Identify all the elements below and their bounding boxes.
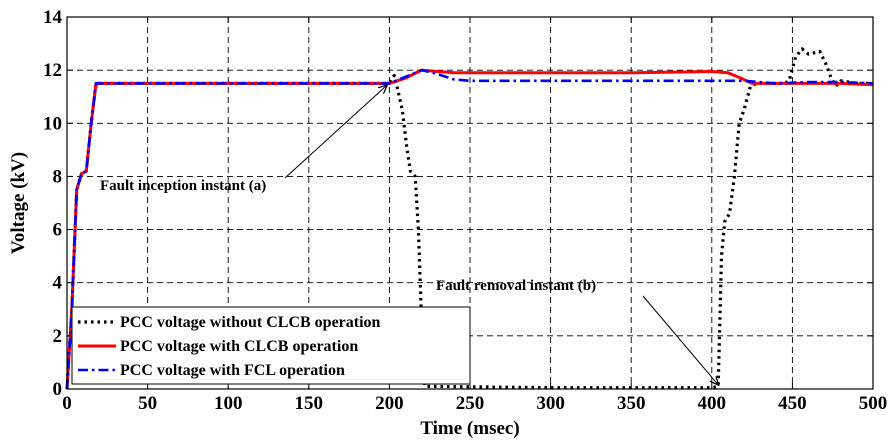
y-tick-label: 14	[43, 7, 63, 28]
x-tick-label: 400	[698, 393, 727, 414]
y-tick-label: 12	[43, 60, 62, 81]
annotation-fault-removal: Fault removal instant (b)	[436, 278, 719, 385]
y-tick-label: 10	[43, 113, 62, 134]
legend-box	[71, 306, 471, 385]
x-tick-label: 0	[62, 393, 72, 414]
x-tick-label: 150	[295, 393, 324, 414]
grid	[67, 17, 873, 389]
annotation-fault-inception-text: Fault inception instant (a)	[100, 178, 266, 194]
x-axis-label: Time (msec)	[420, 418, 519, 439]
y-tick-label: 8	[53, 166, 63, 187]
y-tick-label: 0	[53, 379, 63, 400]
x-tick-label: 350	[617, 393, 646, 414]
annotation-fault-removal-text: Fault removal instant (b)	[436, 278, 596, 294]
x-tick-label: 50	[138, 393, 157, 414]
legend-label-without-clcb: PCC voltage without CLCB operation	[120, 314, 381, 331]
x-tick-label: 500	[859, 393, 888, 414]
annotation-fault-removal-arrow	[642, 295, 719, 385]
series-line-with-fcl	[65, 68, 874, 390]
x-tick-label: 200	[375, 393, 404, 414]
x-tick-label: 100	[214, 393, 243, 414]
y-tick-label: 2	[53, 326, 63, 347]
y-tick-label: 4	[53, 273, 63, 294]
y-tick-label: 6	[53, 220, 63, 241]
y-axis-label: Voltage (kV)	[8, 152, 29, 254]
axis-ticks: 0 50 100 150 200 250 300 350 400 450 500 0 2 4 6 8 10 12 1…	[43, 7, 887, 414]
annotation-fault-inception-arrow	[284, 85, 387, 179]
x-tick-label: 250	[456, 393, 485, 414]
x-tick-label: 300	[536, 393, 565, 414]
legend-label-with-clcb: PCC voltage with CLCB operation	[120, 338, 358, 355]
x-tick-label: 450	[778, 393, 807, 414]
annotation-fault-inception: Fault inception instant (a)	[100, 85, 387, 194]
series-lines	[65, 47, 874, 390]
legend-label-with-fcl: PCC voltage with FCL operation	[120, 362, 345, 379]
legend: PCC voltage without CLCB operation PCC v…	[71, 306, 471, 385]
